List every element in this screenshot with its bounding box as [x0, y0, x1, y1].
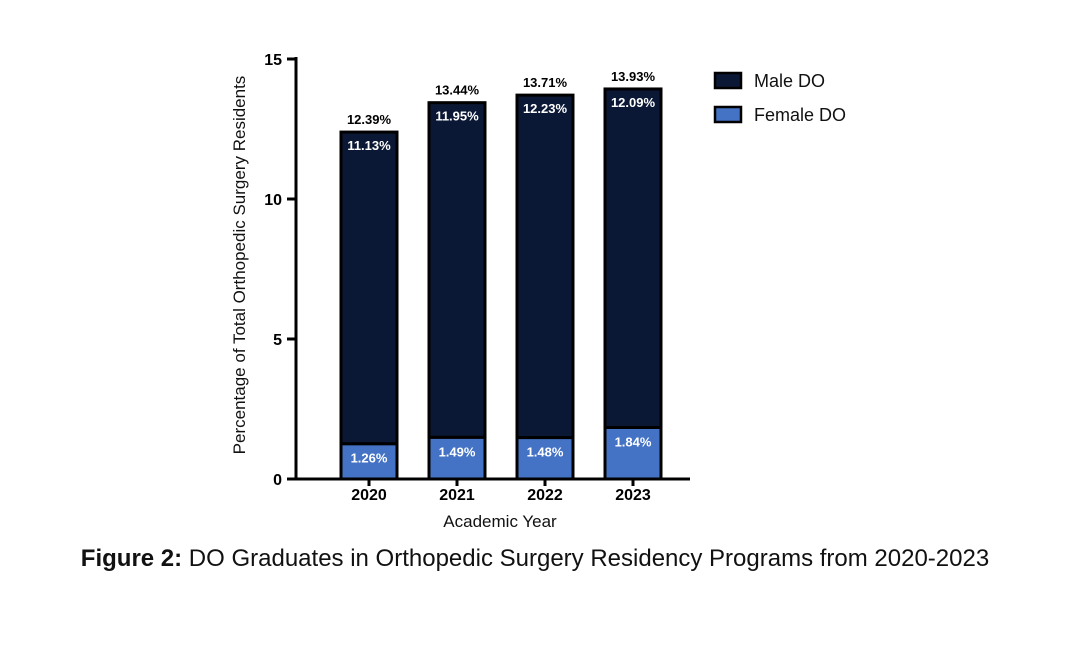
- y-tick-label: 15: [264, 52, 282, 69]
- bar-female-2023: [603, 425, 663, 481]
- x-tick-label: 2023: [615, 487, 651, 504]
- y-axis-title: Percentage of Total Orthopedic Surgery R…: [230, 76, 249, 455]
- legend-male-label: Male DO: [754, 71, 825, 91]
- legend-female-swatch: [713, 105, 743, 124]
- bar-male-2022: [515, 93, 575, 440]
- female-value-label: 1.48%: [527, 445, 564, 460]
- bar-male-2021: [427, 101, 487, 439]
- x-tick-label: 2022: [527, 487, 563, 504]
- x-tick-label: 2020: [351, 487, 387, 504]
- caption-label: Figure 2:: [80, 545, 183, 572]
- legend-female-label: Female DO: [754, 105, 846, 125]
- caption-text: DO Graduates in Orthopedic Surgery Resid…: [182, 545, 990, 572]
- female-value-label: 1.26%: [351, 451, 388, 466]
- total-value-label: 13.93%: [611, 69, 656, 84]
- female-value-label: 1.49%: [439, 444, 476, 459]
- female-value-label: 1.84%: [615, 434, 652, 449]
- x-axis-title: Academic Year: [443, 512, 557, 531]
- male-value-label: 12.09%: [611, 95, 656, 110]
- legend-male-swatch: [713, 71, 743, 90]
- figure-caption: Figure 2: DO Graduates in Orthopedic Sur…: [0, 545, 1070, 573]
- y-tick-label: 0: [273, 472, 282, 489]
- bar-male-2023: [603, 87, 663, 429]
- male-value-label: 12.23%: [523, 101, 568, 116]
- y-tick-label: 10: [264, 192, 282, 209]
- bar-male-2020: [339, 130, 399, 446]
- male-value-label: 11.13%: [347, 138, 391, 153]
- male-value-label: 11.95%: [435, 109, 479, 124]
- total-value-label: 13.71%: [523, 75, 568, 90]
- x-tick-label: 2021: [439, 487, 475, 504]
- y-tick-label: 5: [273, 332, 282, 349]
- total-value-label: 13.44%: [435, 83, 480, 98]
- total-value-label: 12.39%: [347, 112, 392, 127]
